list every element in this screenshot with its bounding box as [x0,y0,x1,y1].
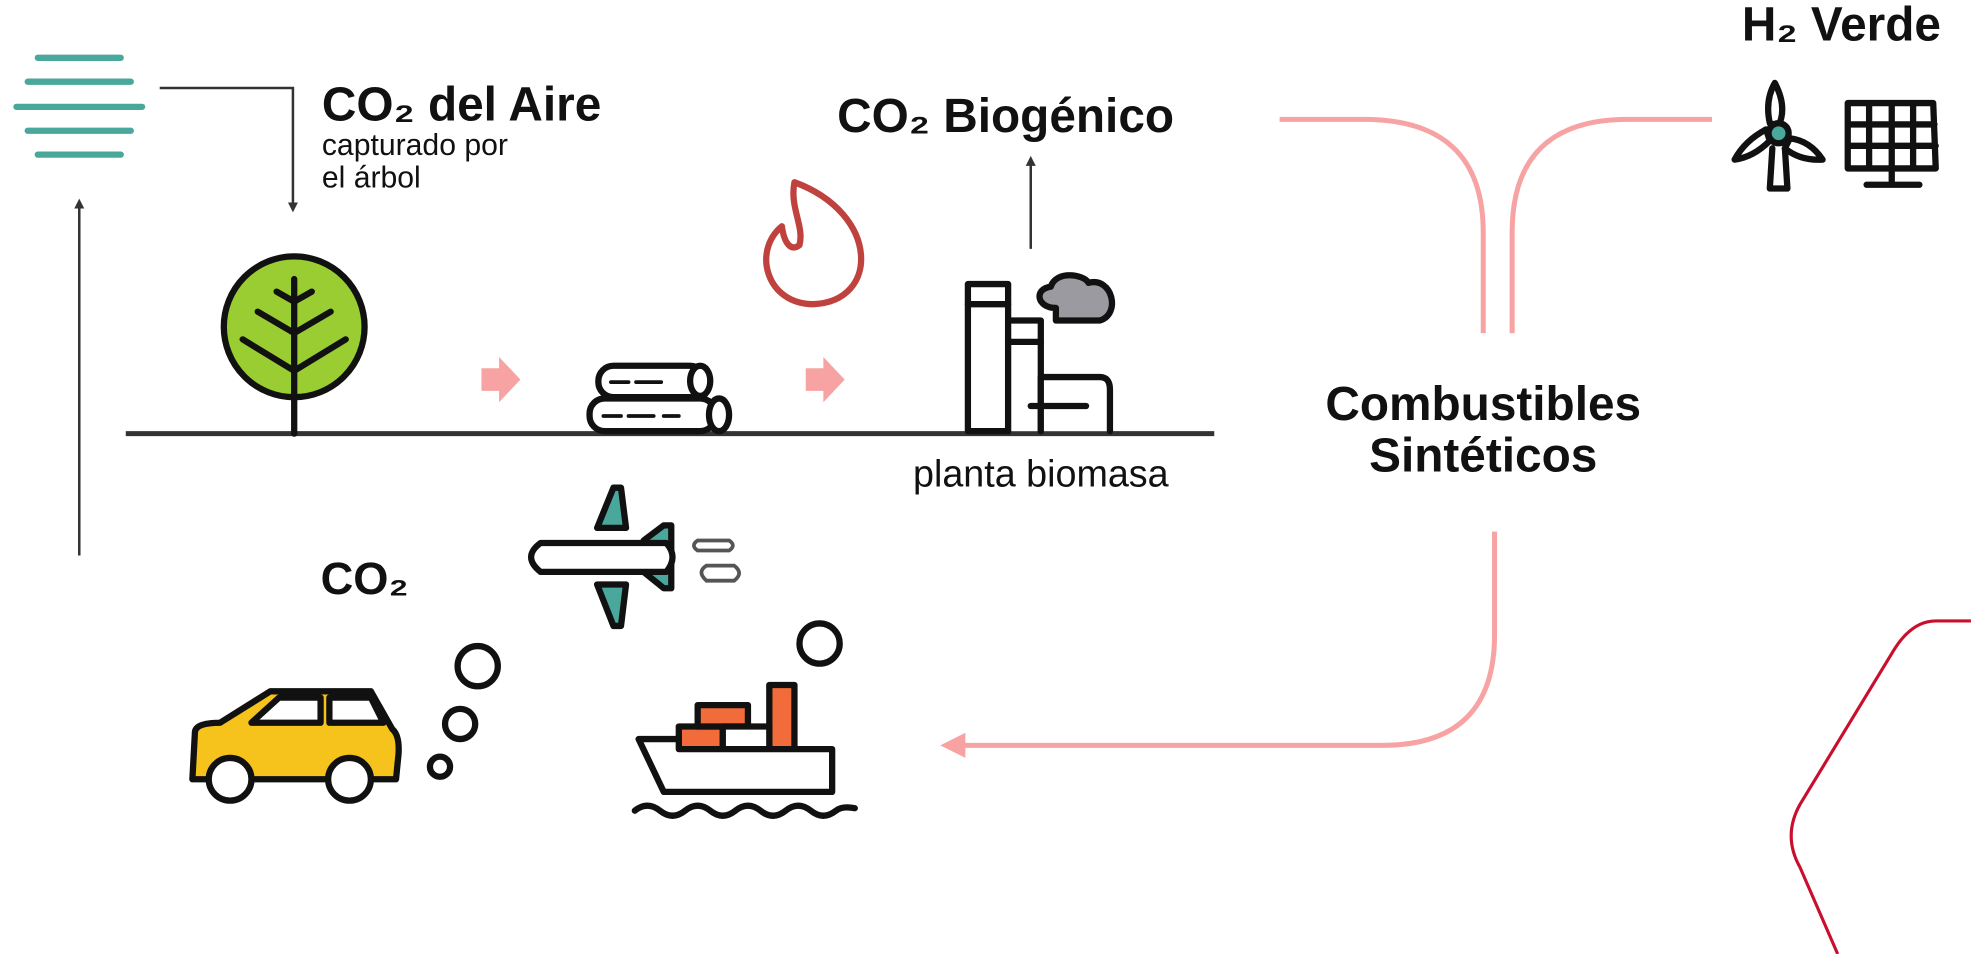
smoke [694,540,739,580]
co2-biogenico: CO₂ Biogénico [837,90,1174,143]
co2-aire-subtitle: el árbol [322,162,421,195]
co2-aire-subtitle: capturado por [322,129,508,162]
ship-icon [635,685,855,816]
combustibles-label: Combustibles [1325,378,1641,431]
plane-icon [531,488,672,626]
decoration [1791,621,1971,954]
wind-icon [1735,83,1823,189]
air-icon [16,58,142,155]
flow-arrowhead [940,733,965,758]
planta-label: planta biomasa [913,452,1169,494]
h2-verde: H₂ Verde [1742,0,1941,51]
fire-icon [766,182,861,304]
factory-icon [968,275,1112,431]
combustibles-label: Sintéticos [1369,429,1597,482]
logs-icon [590,366,730,431]
page: H₂ Verde CO₂ del Aire capturado por el á… [0,0,1971,954]
solar-icon [1848,103,1936,185]
co2-aire-title: CO₂ del Aire [322,79,601,132]
car-icon [192,691,398,800]
tree-icon [224,256,365,433]
diagram: H₂ Verde CO₂ del Aire capturado por el á… [0,0,1971,954]
co2-label: CO₂ [321,553,409,604]
